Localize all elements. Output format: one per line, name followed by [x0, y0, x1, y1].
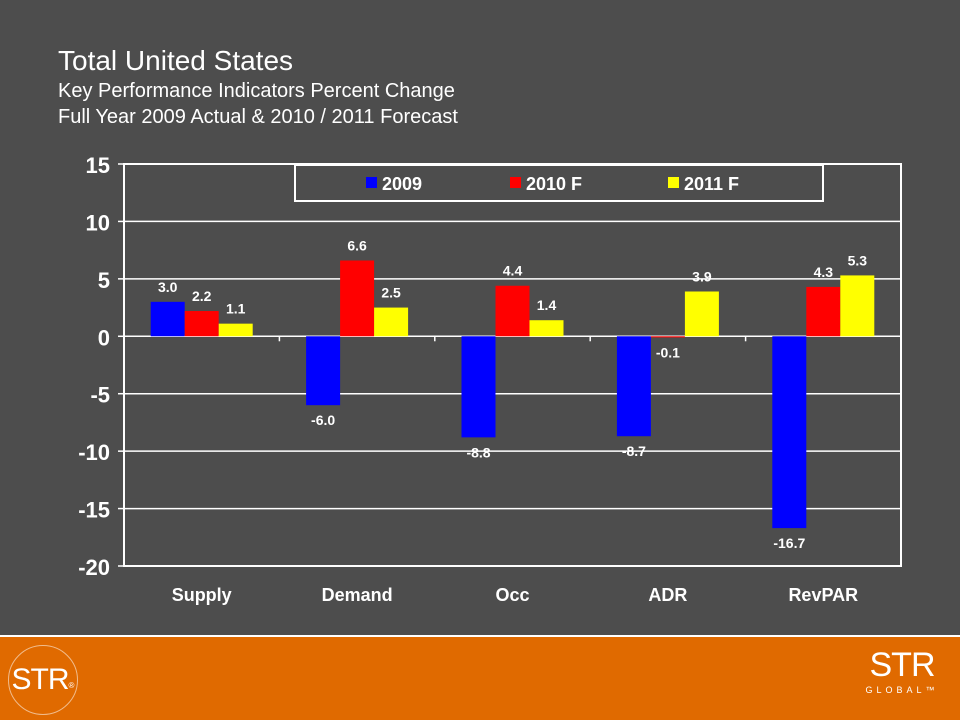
bar-demand-2 — [374, 307, 409, 337]
y-tick-label: -20 — [78, 555, 110, 580]
plot-area — [123, 163, 902, 567]
legend: 2009 2010 F 2011 F — [294, 164, 824, 202]
bar-revpar-1 — [806, 286, 841, 337]
data-label: 3.9 — [692, 268, 712, 284]
data-labels: 3.0 2.2 1.1 -6.0 6.6 2.5 -8.8 4.4 1.4 -8.7 -0.1 3.9… — [158, 237, 867, 551]
bar-occ-1 — [495, 285, 530, 337]
data-label: -8.7 — [622, 443, 646, 459]
data-label: 1.1 — [226, 301, 246, 317]
chart-title: Total United States — [58, 45, 294, 76]
legend-swatch — [510, 177, 521, 188]
data-label: 1.4 — [537, 297, 557, 313]
x-tick-label: RevPAR — [788, 585, 858, 605]
bar-occ-0 — [461, 336, 496, 438]
data-label: 2.5 — [381, 285, 401, 301]
data-label: -6.0 — [311, 412, 335, 428]
y-tick-label: -5 — [90, 383, 110, 408]
bar-demand-1 — [340, 260, 375, 337]
legend-swatch — [668, 177, 679, 188]
y-tick-label: 15 — [86, 153, 110, 178]
str-global-logo: STR GLOBAL™ — [862, 647, 942, 709]
bar-adr-1 — [650, 336, 685, 338]
bars — [150, 260, 875, 529]
bar-revpar-0 — [772, 336, 807, 529]
bar-occ-2 — [529, 320, 564, 337]
data-label: 4.4 — [503, 263, 523, 279]
y-tick-label: 5 — [98, 268, 110, 293]
str-global-logo-text: STR — [869, 646, 936, 684]
data-label: -8.8 — [466, 444, 490, 460]
y-tick-label: -10 — [78, 440, 110, 465]
bar-supply-0 — [150, 301, 185, 337]
data-label: 4.3 — [814, 264, 834, 280]
legend-label: 2010 F — [526, 174, 582, 194]
x-tick-label: Supply — [172, 585, 232, 605]
data-label: 3.0 — [158, 279, 178, 295]
bar-adr-0 — [616, 336, 651, 437]
footer-bar: STR ® STR GLOBAL™ — [0, 635, 960, 720]
y-tick-label: 10 — [86, 210, 110, 235]
str-logo-text: STR — [11, 663, 70, 696]
y-tick-label: -15 — [78, 498, 110, 523]
data-label: 2.2 — [192, 288, 212, 304]
x-tick-label: Demand — [322, 585, 393, 605]
data-label: 6.6 — [347, 237, 367, 253]
bar-demand-0 — [306, 336, 341, 406]
bar-revpar-2 — [840, 275, 875, 337]
y-axis-labels: 15 10 5 0 -5 -10 -15 -20 — [78, 153, 110, 580]
str-logo-registered-mark: ® — [68, 681, 75, 690]
bar-supply-1 — [184, 311, 219, 337]
legend-swatch — [366, 177, 377, 188]
x-axis-labels: Supply Demand Occ ADR RevPAR — [172, 585, 858, 605]
legend-label: 2011 F — [684, 174, 739, 194]
chart-titles: Total United States Key Performance Indi… — [58, 44, 458, 130]
legend-label: 2009 — [382, 174, 422, 194]
str-logo: STR ® — [8, 645, 78, 715]
str-global-logo-trademark: ™ — [925, 685, 939, 695]
data-label: -0.1 — [656, 344, 680, 360]
chart-subtitle-2: Full Year 2009 Actual & 2010 / 2011 Fore… — [58, 106, 458, 128]
str-global-logo-sub: GLOBAL — [865, 685, 926, 695]
bar-adr-2 — [684, 291, 719, 337]
x-tick-label: Occ — [495, 585, 529, 605]
chart-subtitle-1: Key Performance Indicators Percent Chang… — [58, 80, 455, 102]
bar-chart: 15 10 5 0 -5 -10 -15 -20 Supply Demand Occ ADR RevP… — [78, 153, 902, 605]
bar-supply-2 — [218, 323, 253, 337]
legend-box — [294, 164, 824, 202]
data-label: -16.7 — [773, 535, 805, 551]
y-tick-label: 0 — [98, 325, 110, 350]
plot-border — [123, 163, 902, 567]
x-tick-label: ADR — [648, 585, 687, 605]
data-label: 5.3 — [848, 252, 868, 268]
